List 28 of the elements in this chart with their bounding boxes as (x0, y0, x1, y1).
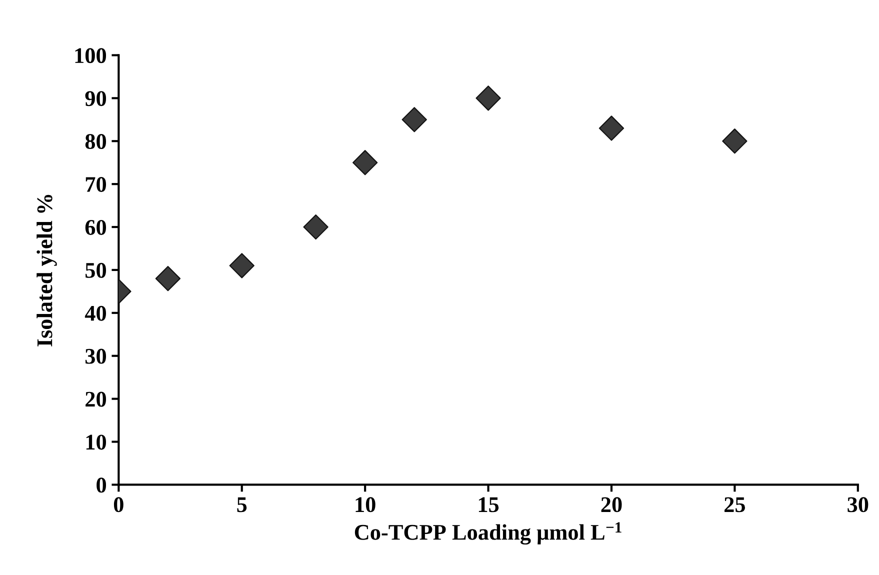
y-tick-label: 0 (96, 478, 106, 493)
x-tick-label: 25 (724, 497, 745, 512)
y-tick-label: 30 (85, 348, 106, 364)
point (476, 86, 501, 111)
x-tick-label: 10 (356, 497, 376, 512)
x-tick-label: 0 (114, 497, 124, 512)
x-axis-title: Co-TCPP Loading μmol L$^{−1}$ (354, 522, 622, 545)
point (229, 253, 254, 278)
y-tick-label: 50 (86, 262, 106, 278)
point (352, 150, 378, 176)
point (598, 116, 624, 141)
y-tick-label: 20 (86, 392, 106, 407)
point (722, 128, 748, 154)
point (155, 266, 181, 292)
y-tick-label: 10 (86, 434, 106, 450)
y-tick-label: 90 (85, 91, 106, 106)
y-axis-title: Isolated yield % (36, 194, 57, 346)
point (303, 214, 328, 240)
y-tick-label: 60 (85, 220, 106, 235)
point (402, 107, 427, 132)
x-tick-label: 5 (237, 497, 247, 512)
y-tick-label: 70 (86, 176, 106, 192)
x-tick-label: 30 (848, 497, 868, 512)
x-tick-label: 20 (601, 497, 622, 512)
y-tick-label: 100 (75, 48, 106, 64)
y-tick-label: 40 (84, 306, 106, 321)
y-tick-label: 80 (85, 134, 106, 150)
x-tick-label: 15 (478, 497, 499, 512)
